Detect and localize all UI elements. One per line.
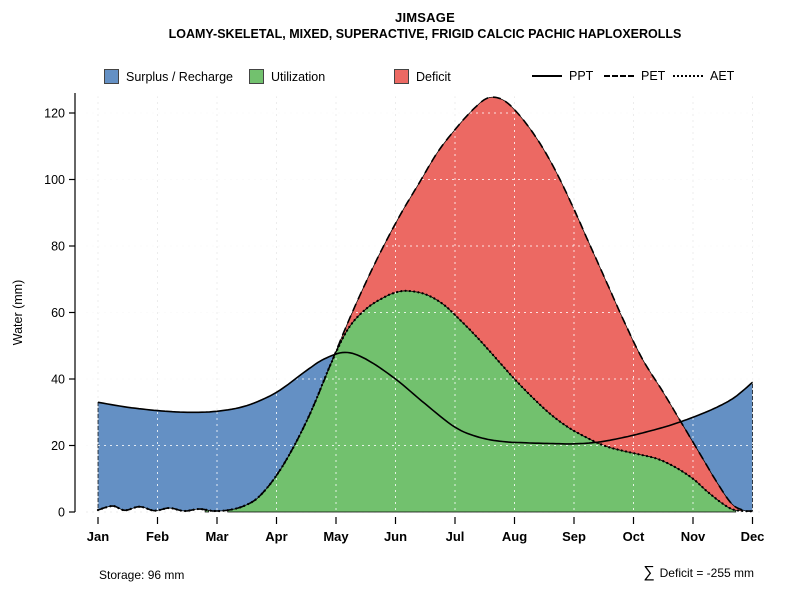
- storage-note: Storage: 96 mm: [99, 568, 185, 582]
- x-tick-label: Sep: [562, 529, 586, 544]
- x-tick-label: Feb: [146, 529, 169, 544]
- page-title: JIMSAGE: [395, 10, 455, 25]
- aet-line: [96, 289, 754, 513]
- x-tick-label: Mar: [205, 529, 228, 544]
- y-tick-label: 20: [51, 439, 65, 453]
- y-tick-label: 40: [51, 373, 65, 387]
- x-tick-label: Jun: [384, 529, 407, 544]
- y-axis-label: Water (mm): [11, 280, 25, 346]
- y-tick-label: 60: [51, 306, 65, 320]
- x-tick-label: May: [323, 529, 349, 544]
- x-tick-label: Aug: [502, 529, 527, 544]
- y-tick-label: 100: [44, 173, 65, 187]
- x-tick-label: Nov: [681, 529, 706, 544]
- page-subtitle: LOAMY-SKELETAL, MIXED, SUPERACTIVE, FRIG…: [168, 27, 682, 41]
- x-tick-label: Jan: [87, 529, 109, 544]
- y-tick-label: 0: [58, 506, 65, 520]
- y-tick-label: 80: [51, 240, 65, 254]
- x-tick-label: Dec: [741, 529, 765, 544]
- x-tick-label: Jul: [446, 529, 465, 544]
- deficit-text: Deficit = -255 mm: [659, 566, 754, 580]
- x-tick-label: Apr: [265, 529, 287, 544]
- deficit-note: ∑ Deficit = -255 mm: [643, 565, 754, 581]
- sigma-symbol: ∑: [643, 564, 655, 581]
- x-tick-label: Oct: [623, 529, 645, 544]
- ppt-line: [97, 351, 754, 445]
- pet-line: [97, 96, 753, 512]
- y-tick-label: 120: [44, 107, 65, 121]
